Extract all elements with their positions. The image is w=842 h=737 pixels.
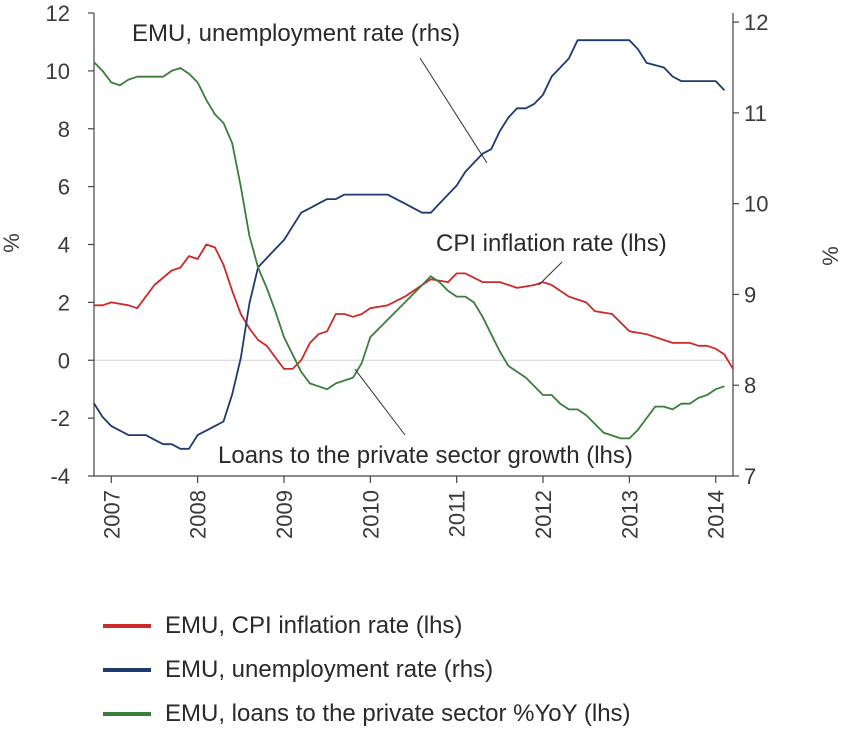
leader-line-loans: [354, 368, 406, 436]
right-tick-label: 10: [744, 192, 768, 217]
annotation-cpi: CPI inflation rate (lhs): [436, 230, 667, 257]
x-tick-label: 2007: [99, 490, 124, 539]
x-tick-label: 2009: [272, 490, 297, 539]
x-tick-label: 2013: [617, 490, 642, 539]
annotation-unemployment: EMU, unemployment rate (rhs): [132, 20, 460, 47]
right-tick-label: 9: [744, 282, 756, 307]
left-tick-label: -2: [50, 406, 70, 431]
left-tick-label: -4: [50, 464, 70, 489]
x-tick-label: 2012: [531, 490, 556, 539]
x-tick-label: 2014: [704, 490, 729, 539]
legend-item-loans: EMU, loans to the private sector %YoY (l…: [103, 692, 631, 736]
legend-label-cpi: EMU, CPI inflation rate (lhs): [165, 612, 463, 639]
right-tick-label: 12: [744, 10, 768, 35]
legend-swatch-cpi: [103, 624, 151, 628]
plot-area: -4 -2 0 2 4 6 8 10 12 7 8 9 10 11 12 2007 2008 2009 2010 20…: [46, 1, 769, 539]
series-line-cpi: [94, 243, 734, 370]
legend-item-unemployment: EMU, unemployment rate (rhs): [103, 648, 631, 692]
right-tick-label: 8: [744, 373, 756, 398]
legend-label-unemployment: EMU, unemployment rate (rhs): [165, 656, 494, 683]
x-tick-label: 2011: [445, 490, 470, 537]
left-tick-label: 0: [58, 348, 70, 373]
right-tick-label: 11: [744, 101, 767, 126]
leader-line-cpi: [538, 261, 563, 286]
right-tick-label: 7: [744, 464, 756, 489]
legend-item-cpi: EMU, CPI inflation rate (lhs): [103, 604, 631, 648]
x-tick-label: 2010: [358, 490, 383, 539]
left-tick-label: 8: [58, 117, 70, 142]
series-line-loans: [93, 61, 725, 440]
series-line-unemployment: [93, 39, 726, 450]
left-tick-label: 4: [58, 233, 70, 258]
x-tick-label: 2008: [186, 490, 211, 539]
left-tick-label: 6: [58, 175, 70, 200]
legend-swatch-unemployment: [103, 668, 151, 672]
annotation-loans: Loans to the private sector growth (lhs): [218, 442, 633, 469]
left-axis-unit: %: [0, 233, 24, 253]
line-chart: -4 -2 0 2 4 6 8 10 12 7 8 9 10 11 12 2007 2008 2009 2010 20…: [0, 1, 842, 539]
legend-swatch-loans: [103, 712, 151, 716]
right-axis-unit: %: [818, 246, 842, 266]
left-tick-label: 12: [46, 1, 70, 26]
legend-label-loans: EMU, loans to the private sector %YoY (l…: [165, 700, 631, 727]
left-tick-label: 2: [58, 290, 70, 315]
leader-line-unemployment: [419, 57, 488, 164]
legend: EMU, CPI inflation rate (lhs) EMU, unemp…: [103, 604, 631, 736]
left-tick-label: 10: [46, 59, 70, 84]
